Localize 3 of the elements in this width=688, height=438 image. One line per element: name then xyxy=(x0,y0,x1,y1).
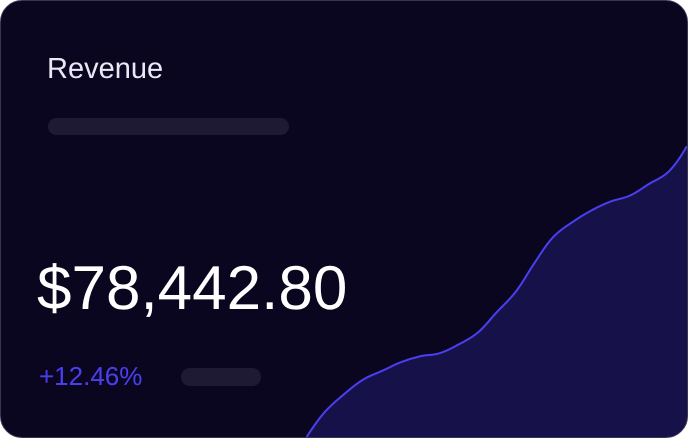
chart-title: Revenue xyxy=(47,53,164,86)
annotation: $78,442.80 xyxy=(37,253,348,324)
text: +12.46% xyxy=(39,361,142,392)
